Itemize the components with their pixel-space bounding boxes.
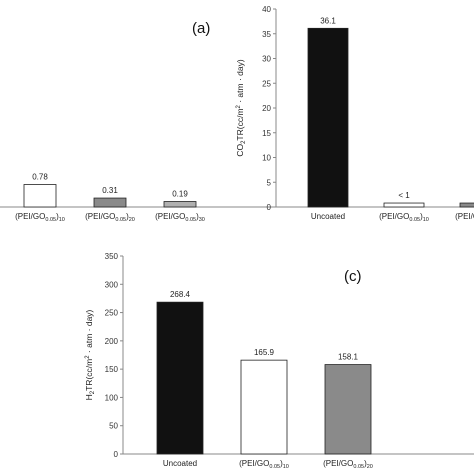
data-label-c-0: 268.4 bbox=[170, 290, 191, 299]
bar-c-0 bbox=[156, 301, 204, 455]
chart-a: 6.48Uncoated0.78(PEI/GO0.05)100.31(PEI/G… bbox=[0, 172, 474, 223]
y-tick-label-b-3: 15 bbox=[262, 129, 271, 138]
category-label-c-1: (PEI/GO0.05)10 bbox=[239, 459, 289, 470]
bar-c-2 bbox=[324, 364, 372, 455]
y-tick-label-b-2: 10 bbox=[262, 154, 271, 163]
bar-a-2 bbox=[93, 197, 127, 208]
y-axis-title-c: H2TR(cc/m2 · atm · day) bbox=[84, 309, 96, 400]
bar-b-1 bbox=[383, 202, 425, 208]
data-label-b-0: 36.1 bbox=[320, 16, 336, 25]
y-tick-label-c-5: 250 bbox=[105, 309, 119, 318]
y-tick-label-b-8: 40 bbox=[262, 5, 271, 14]
panel-c-label: (c) bbox=[344, 268, 362, 285]
bar-c-1 bbox=[240, 359, 288, 455]
chart-c: 0 50 100 150 200 250 300 350 H2TR(cc/m2 · atm · … bbox=[84, 252, 474, 470]
data-label-c-1: 165.9 bbox=[254, 348, 275, 357]
category-label-a-2: (PEI/GO0.05)20 bbox=[85, 212, 135, 223]
y-tick-label-b-6: 30 bbox=[262, 55, 271, 64]
category-label-c-0: Uncoated bbox=[163, 459, 197, 468]
data-label-c-2: 158.1 bbox=[338, 353, 359, 362]
y-tick-label-b-7: 35 bbox=[262, 30, 271, 39]
y-axis-title-b: CO2TR(cc/m2 · atm · day) bbox=[235, 59, 247, 157]
y-tick-label-b-5: 25 bbox=[262, 79, 271, 88]
data-label-b-1: < 1 bbox=[398, 191, 410, 200]
bar-b-0 bbox=[307, 27, 349, 208]
y-tick-label-b-0: 0 bbox=[267, 203, 272, 212]
y-tick-label-b-4: 20 bbox=[262, 104, 271, 113]
y-tick-label-c-4: 200 bbox=[105, 337, 119, 346]
bar-a-3 bbox=[163, 201, 197, 208]
data-label-a-1: 0.78 bbox=[32, 172, 48, 181]
category-label-a-3: (PEI/GO0.05)30 bbox=[155, 212, 205, 223]
y-tick-label-c-2: 100 bbox=[105, 393, 119, 402]
category-label-c-2: (PEI/GO0.05)20 bbox=[323, 459, 373, 470]
y-tick-label-c-1: 50 bbox=[109, 422, 118, 431]
bar-a-1 bbox=[23, 184, 57, 208]
panel-a-label: (a) bbox=[192, 20, 210, 37]
category-label-a-1: (PEI/GO0.05)10 bbox=[15, 212, 65, 223]
chart-b: 0 5 10 15 20 25 30 35 40 CO2TR(cc/m2 · atm · day)… bbox=[235, 5, 474, 223]
y-tick-label-c-0: 0 bbox=[114, 450, 119, 459]
data-label-a-2: 0.31 bbox=[102, 186, 118, 195]
bar-b-2 bbox=[459, 202, 474, 208]
category-label-b-1: (PEI/GO0.05)10 bbox=[379, 212, 429, 223]
y-tick-label-c-6: 300 bbox=[105, 280, 119, 289]
category-label-b-0: Uncoated bbox=[311, 212, 345, 221]
y-tick-label-c-3: 150 bbox=[105, 365, 119, 374]
category-label-b-2: (PEI/GO0.05)20 bbox=[455, 212, 474, 223]
data-label-a-3: 0.19 bbox=[172, 190, 188, 199]
y-tick-label-b-1: 5 bbox=[267, 178, 272, 187]
y-tick-label-c-7: 350 bbox=[105, 252, 119, 261]
